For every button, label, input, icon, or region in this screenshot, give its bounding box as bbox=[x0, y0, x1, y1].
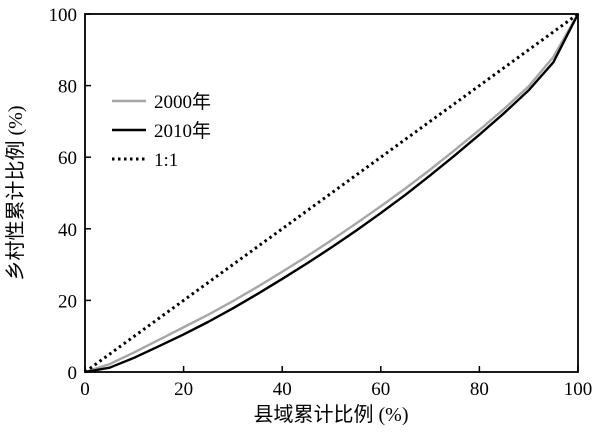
plot-frame bbox=[84, 13, 579, 373]
y-ticks: 0 20 40 60 80 100 bbox=[49, 5, 91, 384]
x-tick-label: 60 bbox=[371, 379, 390, 400]
x-ticks: 0 20 40 60 80 100 bbox=[80, 366, 592, 400]
series-line-2 bbox=[84, 13, 580, 374]
y-tick-label: 20 bbox=[58, 291, 77, 312]
y-tick-label: 0 bbox=[68, 363, 78, 384]
x-tick-label: 100 bbox=[564, 379, 593, 400]
y-tick-label: 60 bbox=[58, 148, 77, 169]
legend-label-1: 2000年 bbox=[154, 91, 211, 113]
x-tick-label: 0 bbox=[80, 379, 90, 400]
y-tick-label: 40 bbox=[58, 220, 77, 241]
y-tick-label: 100 bbox=[49, 5, 78, 26]
y-tick-label: 80 bbox=[58, 77, 77, 98]
series-line-3 bbox=[84, 12, 579, 374]
series-line-1 bbox=[84, 13, 580, 374]
legend: 2000年 2010年 1:1 bbox=[112, 91, 211, 171]
series-layer bbox=[84, 12, 580, 374]
y-axis-title: 乡村性累计比例 (%) bbox=[4, 106, 27, 281]
x-tick-label: 20 bbox=[174, 379, 193, 400]
x-axis-title: 县域累计比例 (%) bbox=[254, 403, 409, 426]
legend-label-3: 1:1 bbox=[154, 150, 178, 171]
legend-label-2: 2010年 bbox=[154, 120, 211, 142]
x-tick-label: 40 bbox=[273, 379, 292, 400]
x-tick-label: 80 bbox=[470, 379, 489, 400]
